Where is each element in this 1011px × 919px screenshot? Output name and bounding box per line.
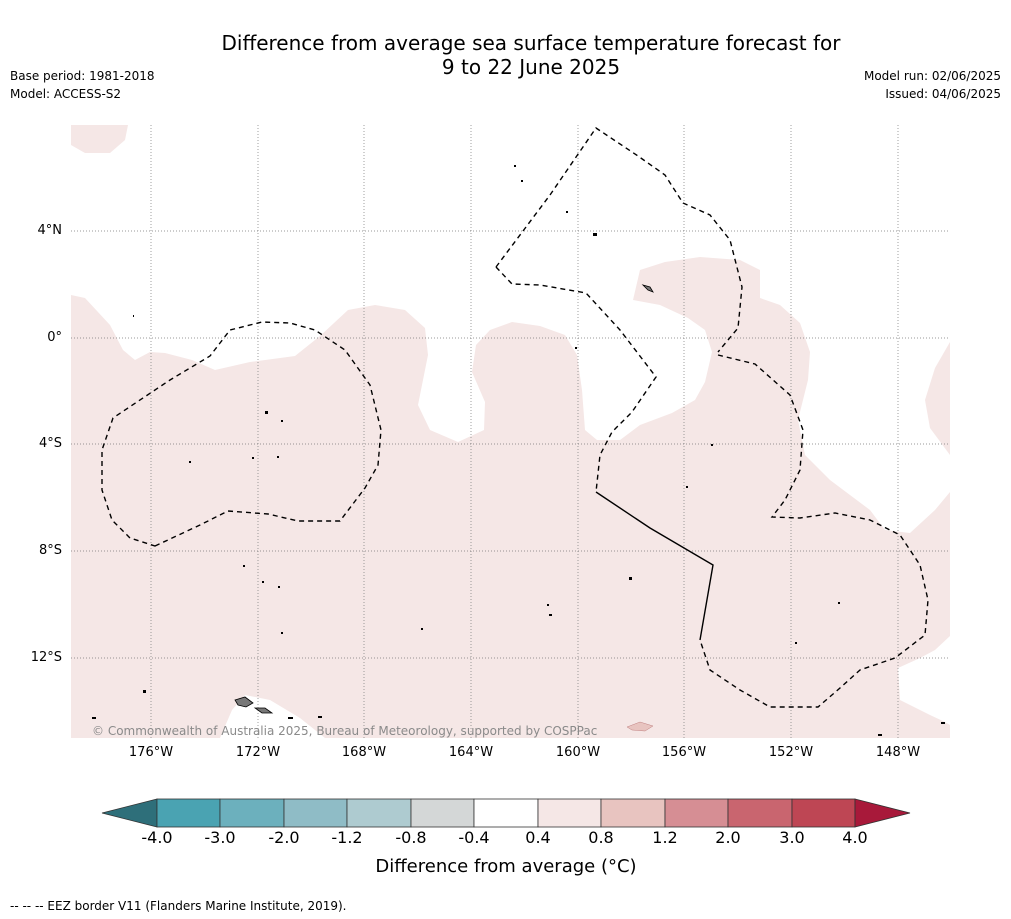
colorbar-bin	[664, 798, 729, 828]
colorbar-tick: 0.4	[525, 828, 551, 847]
anomaly-region-right	[925, 342, 950, 455]
colorbar-tick: 2.0	[715, 828, 741, 847]
colorbar-bin	[219, 798, 285, 828]
islands	[234, 284, 654, 714]
lat-label: 0°	[47, 330, 62, 345]
islet	[575, 347, 577, 349]
islet	[838, 602, 840, 604]
islet	[265, 411, 268, 414]
islet	[566, 211, 568, 213]
lat-label: 4°N	[37, 223, 63, 238]
colorbar-bin	[727, 798, 793, 828]
island-samoa-west	[234, 696, 254, 708]
islet	[243, 565, 245, 567]
lon-label: 176°W	[128, 745, 174, 760]
copyright-notice: © Commonwealth of Australia 2025, Bureau…	[92, 724, 598, 738]
anomaly-region-topleft	[71, 125, 128, 153]
meta-right: Model run: 02/06/2025 Issued: 04/06/2025	[864, 67, 1001, 103]
eez-border-kiribati-phoenix	[101, 321, 382, 547]
colorbar-bin	[156, 798, 221, 828]
islet	[92, 717, 96, 719]
islet	[878, 734, 882, 736]
colorbar-extend-low	[101, 798, 158, 828]
islet	[288, 717, 293, 719]
anomaly-regions	[71, 125, 950, 738]
islet	[262, 581, 264, 583]
eez-border-solid-segment	[595, 491, 714, 641]
meta-left: Base period: 1981-2018 Model: ACCESS-S2	[10, 67, 155, 103]
lon-label: 148°W	[875, 745, 921, 760]
islet	[795, 642, 797, 644]
colorbar-tick: 1.2	[652, 828, 678, 847]
islet	[629, 577, 632, 580]
islet	[711, 444, 713, 446]
eez-legend-note: -- -- -- EEZ border V11 (Flanders Marine…	[10, 899, 347, 913]
islet	[278, 586, 280, 588]
islet	[252, 457, 254, 459]
colorbar-label: Difference from average (°C)	[375, 856, 637, 877]
islet	[189, 461, 191, 463]
colorbar-bin	[600, 798, 666, 828]
gridlines	[71, 125, 950, 738]
chart-title: Difference from average sea surface temp…	[0, 31, 1011, 79]
anomaly-patch-moderate	[626, 721, 654, 732]
islet	[421, 628, 423, 630]
colorbar-bin	[473, 798, 539, 828]
islet	[514, 165, 516, 167]
lon-label: 156°W	[661, 745, 707, 760]
lon-label: 152°W	[768, 745, 814, 760]
title-line-1: Difference from average sea surface temp…	[221, 31, 841, 55]
model-name: Model: ACCESS-S2	[10, 87, 122, 101]
colorbar-bin	[283, 798, 348, 828]
islet	[281, 632, 283, 634]
colorbar-tick: -0.4	[458, 828, 490, 847]
colorbar-bin	[791, 798, 856, 828]
issued-date: Issued: 04/06/2025	[885, 87, 1001, 101]
islet	[281, 420, 283, 422]
colorbar-tick: -2.0	[268, 828, 300, 847]
islet	[521, 180, 523, 182]
colorbar-tick: 0.8	[588, 828, 614, 847]
islet	[547, 604, 549, 606]
islet	[941, 722, 945, 724]
colorbar-tick: -4.0	[141, 828, 173, 847]
islet	[318, 716, 322, 718]
island-samoa-east	[253, 707, 274, 714]
colorbar-tick: 4.0	[842, 828, 868, 847]
islet	[133, 315, 134, 317]
lat-label: 4°S	[38, 436, 62, 451]
colorbar-tick: 3.0	[779, 828, 805, 847]
anomaly-region-main	[71, 257, 950, 738]
island-malden	[641, 284, 654, 293]
islet	[277, 456, 279, 458]
lon-label: 172°W	[235, 745, 281, 760]
lat-label: 12°S	[30, 650, 62, 665]
colorbar-tick: -1.2	[331, 828, 363, 847]
lon-label: 164°W	[448, 745, 494, 760]
islet	[143, 690, 146, 693]
colorbar	[101, 798, 911, 828]
colorbar-bin	[346, 798, 412, 828]
islet	[686, 486, 688, 488]
colorbar-bin	[410, 798, 475, 828]
islet	[593, 233, 597, 236]
colorbar-bin	[537, 798, 602, 828]
colorbar-extend-high	[854, 798, 911, 828]
lat-label: 8°S	[38, 543, 62, 558]
islets	[92, 165, 945, 736]
lon-label: 160°W	[555, 745, 601, 760]
eez-borders	[101, 127, 929, 708]
islet	[549, 614, 552, 616]
model-run: Model run: 02/06/2025	[863, 69, 1001, 83]
base-period: Base period: 1981-2018	[10, 69, 155, 83]
colorbar-tick: -3.0	[204, 828, 236, 847]
colorbar-tick: -0.8	[395, 828, 427, 847]
lon-label: 168°W	[341, 745, 387, 760]
eez-border-line-islands-north	[495, 127, 743, 493]
title-line-2: 9 to 22 June 2025	[441, 55, 621, 79]
